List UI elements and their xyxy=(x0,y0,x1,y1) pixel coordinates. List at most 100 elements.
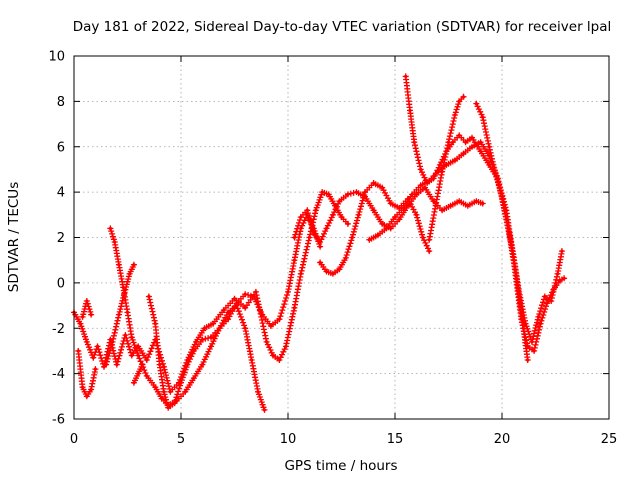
series-arc2 xyxy=(75,347,99,400)
data-point xyxy=(337,267,341,271)
series-arc8 xyxy=(291,184,486,245)
data-point xyxy=(76,349,80,353)
data-point xyxy=(354,190,359,194)
series-arc3 xyxy=(79,298,95,320)
data-point xyxy=(200,337,204,342)
data-point xyxy=(389,201,393,206)
x-tick-label: 25 xyxy=(601,432,618,447)
x-tick-label: 5 xyxy=(177,432,185,447)
data-point xyxy=(130,353,134,358)
data-point xyxy=(235,301,239,305)
data-point xyxy=(393,215,397,219)
data-point xyxy=(339,215,344,219)
data-point xyxy=(314,208,318,212)
x-tick-label: 0 xyxy=(70,432,78,447)
series-markers xyxy=(473,100,568,354)
data-point xyxy=(252,294,256,299)
data-point xyxy=(457,199,461,203)
data-point xyxy=(519,317,523,321)
data-point xyxy=(260,313,264,317)
data-point xyxy=(243,326,247,330)
data-point xyxy=(446,140,451,144)
data-point xyxy=(479,140,483,144)
data-point xyxy=(479,149,483,153)
data-point xyxy=(513,267,517,271)
data-point xyxy=(408,108,412,113)
data-point xyxy=(384,226,389,231)
y-tick-label: 6 xyxy=(57,140,65,155)
data-point xyxy=(286,290,290,294)
data-point xyxy=(545,301,549,305)
data-point xyxy=(132,381,136,385)
data-point xyxy=(560,249,564,253)
data-point xyxy=(166,406,170,410)
data-point xyxy=(404,74,408,79)
data-point xyxy=(232,297,237,301)
data-point xyxy=(419,167,423,172)
data-point xyxy=(453,158,457,162)
data-point xyxy=(136,372,140,376)
y-tick-label: 4 xyxy=(57,186,65,201)
data-point xyxy=(397,206,401,210)
data-point xyxy=(414,192,418,196)
chart-title: Day 181 of 2022, Sidereal Day-to-day VTE… xyxy=(73,19,612,35)
data-point xyxy=(372,208,376,212)
data-point xyxy=(414,213,418,217)
data-point xyxy=(526,358,530,362)
data-point xyxy=(128,272,132,276)
data-point xyxy=(194,340,198,344)
data-point xyxy=(80,315,85,319)
data-point xyxy=(543,294,547,299)
data-point xyxy=(363,190,367,194)
data-point xyxy=(185,362,190,367)
data-point xyxy=(140,362,145,367)
data-point xyxy=(153,385,157,389)
data-point xyxy=(376,233,380,237)
data-point xyxy=(200,362,204,367)
data-point xyxy=(410,192,414,196)
data-point xyxy=(440,208,444,212)
series-arc13 xyxy=(473,100,568,354)
data-point xyxy=(312,231,316,235)
data-point xyxy=(102,365,106,369)
data-point xyxy=(324,269,329,274)
y-tick-label: 2 xyxy=(57,231,65,246)
data-point xyxy=(461,151,466,156)
data-point xyxy=(117,263,121,267)
data-point xyxy=(226,317,230,321)
data-point xyxy=(357,213,361,217)
data-point xyxy=(192,349,196,353)
data-point xyxy=(457,99,461,103)
data-point xyxy=(123,288,127,292)
series-arc6 xyxy=(130,361,146,386)
data-point xyxy=(85,394,89,398)
data-point xyxy=(470,145,474,149)
data-point xyxy=(93,367,97,371)
data-point xyxy=(372,181,376,185)
data-point xyxy=(431,176,436,181)
data-point xyxy=(532,349,536,353)
data-point xyxy=(89,387,93,392)
data-point xyxy=(115,362,119,367)
series-markers xyxy=(426,93,467,243)
data-point xyxy=(506,226,511,231)
data-point xyxy=(130,335,134,339)
data-point xyxy=(292,235,297,240)
data-point xyxy=(427,249,431,253)
data-point xyxy=(95,344,100,348)
data-point xyxy=(299,215,303,219)
y-tick-label: -2 xyxy=(52,322,65,337)
y-tick-label: 0 xyxy=(57,276,65,291)
data-point xyxy=(474,199,478,203)
data-point xyxy=(277,317,282,321)
data-point xyxy=(538,322,543,326)
data-point xyxy=(487,163,491,167)
data-point xyxy=(172,401,177,405)
data-point xyxy=(451,140,455,144)
data-point xyxy=(269,324,273,328)
data-point xyxy=(380,222,384,226)
data-point xyxy=(556,272,560,276)
data-point xyxy=(222,308,226,312)
data-point xyxy=(344,256,348,260)
data-point xyxy=(202,326,207,330)
